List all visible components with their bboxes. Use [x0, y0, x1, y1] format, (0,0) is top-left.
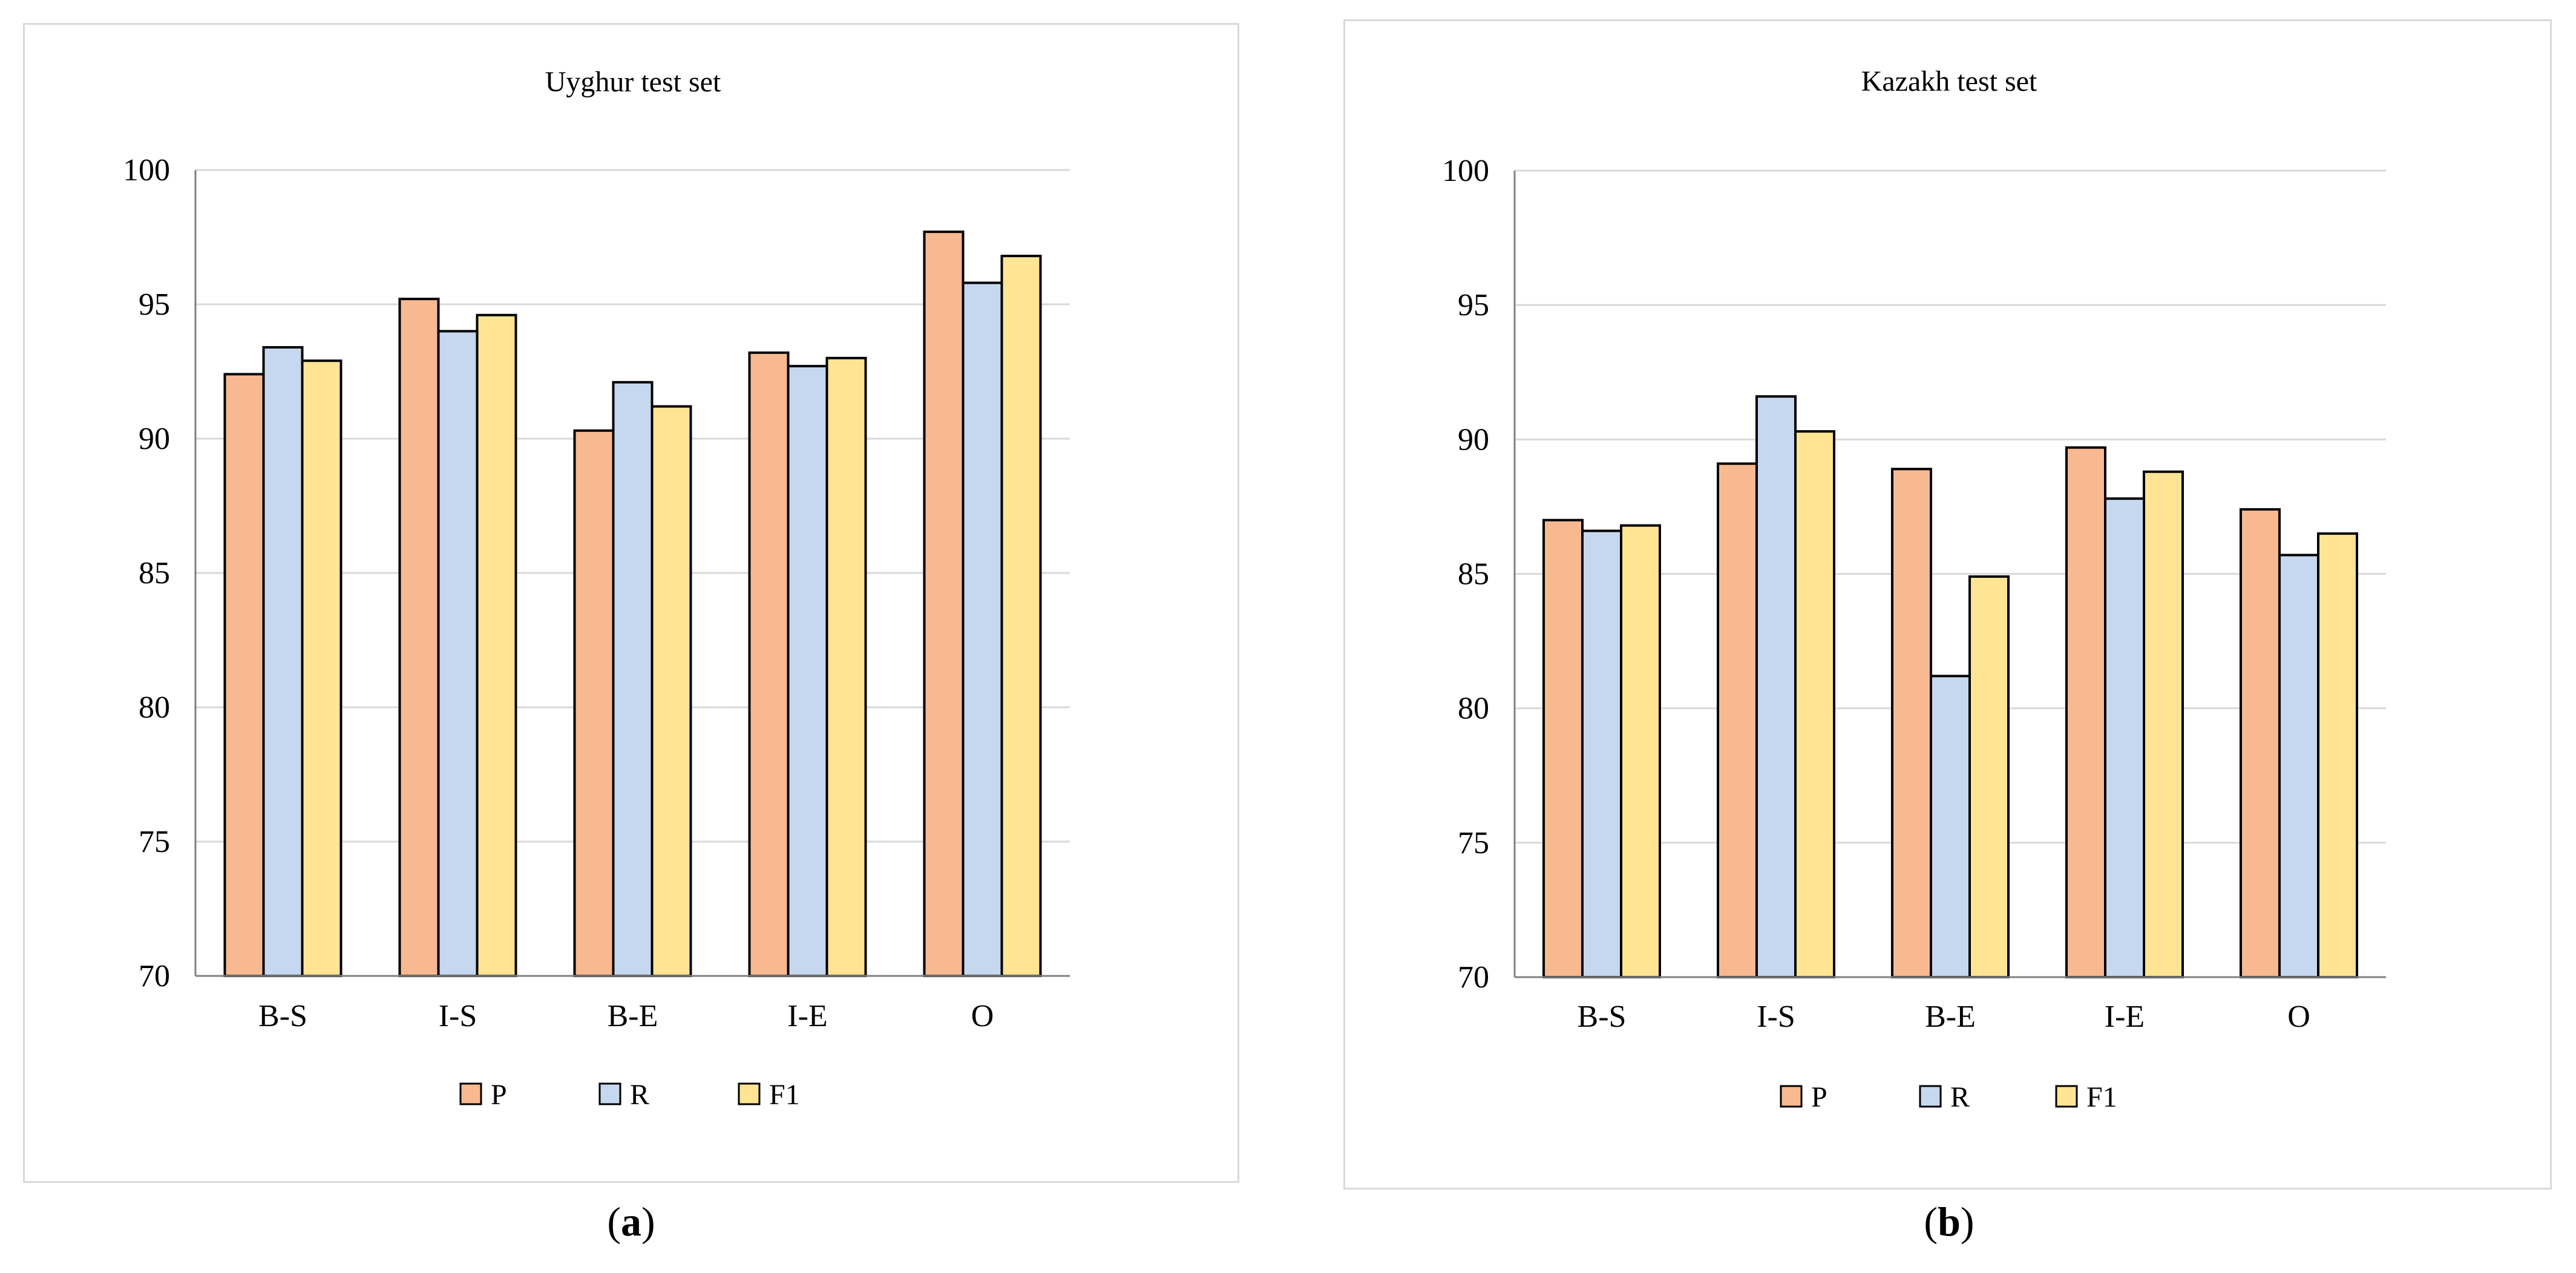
caption-b-close: ) [1960, 1199, 1975, 1245]
bar-f1-i-e [825, 356, 867, 977]
bar-r-b-e [612, 381, 654, 977]
legend-label-p: P [1811, 1081, 1827, 1113]
caption-b-letter: b [1938, 1199, 1961, 1245]
x-tick-label: B-E [608, 999, 658, 1033]
chart-title: Uyghur test set [545, 66, 721, 98]
bar-p-b-s [223, 373, 265, 977]
kazakh-chart: Kazakh test set 70 75 80 85 90 95 100 B-S I-S B-E… [1442, 65, 2386, 1113]
bar-r-b-s [262, 346, 304, 977]
bar-f1-o [2317, 532, 2358, 978]
caption-b-open: ( [1924, 1199, 1938, 1245]
bar-f1-i-s [1794, 430, 1835, 978]
uyghur-chart: Uyghur test set 70 75 80 85 90 95 100 B-S I-S B-E… [123, 66, 1070, 1111]
x-tick-label: I-S [1757, 1000, 1795, 1034]
bar-r-b-s [1581, 529, 1622, 978]
legend-label-p: P [491, 1079, 507, 1111]
y-tick-label: 80 [1458, 692, 1489, 726]
legend-swatch-f1 [738, 1082, 761, 1105]
bar-f1-o [1000, 255, 1042, 978]
bar-p-i-e [748, 351, 790, 977]
y-tick-label: 75 [139, 825, 170, 859]
y-tick-label: 100 [123, 153, 170, 188]
chart-panel-kazakh: Kazakh test set 70 75 80 85 90 95 100 B-S I-S B-E… [1343, 19, 2552, 1190]
caption-b: (b) [1828, 1198, 2070, 1246]
bar-p-b-e [573, 429, 615, 977]
bar-p-i-e [2065, 446, 2106, 978]
bar-p-o [2240, 508, 2281, 978]
bar-f1-b-e [1968, 575, 2010, 978]
y-tick-label: 90 [1458, 422, 1489, 457]
y-tick-label: 70 [139, 959, 170, 993]
chart-panel-uyghur: Uyghur test set 70 75 80 85 90 95 100 B-S I-S B-E… [23, 23, 1239, 1183]
bar-r-b-e [1930, 675, 1971, 978]
y-tick-label: 75 [1458, 826, 1489, 860]
bar-r-i-e [2104, 497, 2145, 978]
legend-label-r: R [1950, 1081, 1970, 1113]
caption-a-close: ) [641, 1199, 655, 1245]
caption-a: (a) [510, 1198, 752, 1246]
legend-label-r: R [630, 1079, 649, 1111]
chart-title: Kazakh test set [1861, 65, 2037, 97]
x-tick-label: I-S [439, 999, 477, 1033]
bar-p-i-s [1717, 462, 1758, 978]
bar-r-i-s [1755, 395, 1797, 978]
bar-r-i-e [787, 365, 828, 977]
y-tick-label: 85 [139, 556, 170, 591]
caption-a-letter: a [621, 1199, 641, 1245]
x-tick-label: B-E [1925, 1000, 1976, 1034]
y-tick-label: 90 [139, 422, 170, 456]
bar-p-o [923, 231, 965, 977]
y-tick-label: 80 [139, 690, 170, 725]
legend-swatch-p [1780, 1085, 1803, 1108]
bar-f1-b-s [301, 359, 342, 977]
y-tick-label: 70 [1458, 960, 1489, 995]
bar-p-b-e [1891, 468, 1932, 978]
y-tick-label: 95 [139, 287, 170, 322]
legend-label-f1: F1 [769, 1079, 800, 1111]
x-tick-label: B-S [258, 999, 307, 1033]
x-tick-label: O [971, 999, 994, 1033]
x-tick-label: I-E [2105, 1000, 2145, 1034]
x-tick-label: B-S [1578, 1000, 1627, 1034]
legend-swatch-r [1919, 1085, 1942, 1108]
bar-r-o [962, 281, 1003, 978]
x-tick-label: O [2287, 1000, 2310, 1034]
legend-label-f1: F1 [2086, 1081, 2117, 1113]
y-tick-label: 95 [1458, 288, 1489, 322]
bar-r-i-s [437, 330, 479, 977]
x-tick-label: I-E [787, 999, 827, 1033]
y-tick-label: 85 [1458, 557, 1489, 592]
bar-p-b-s [1542, 519, 1584, 978]
y-tick-label: 100 [1442, 154, 1489, 188]
bar-p-i-s [398, 298, 440, 977]
caption-a-open: ( [607, 1199, 621, 1245]
bar-r-o [2278, 554, 2319, 978]
bar-f1-i-s [476, 313, 517, 977]
bar-f1-i-e [2143, 470, 2184, 978]
bar-f1-b-s [1620, 524, 1661, 978]
legend-swatch-p [459, 1082, 482, 1105]
bar-f1-b-e [651, 405, 692, 977]
legend-swatch-r [598, 1082, 621, 1105]
legend-swatch-f1 [2055, 1085, 2078, 1108]
